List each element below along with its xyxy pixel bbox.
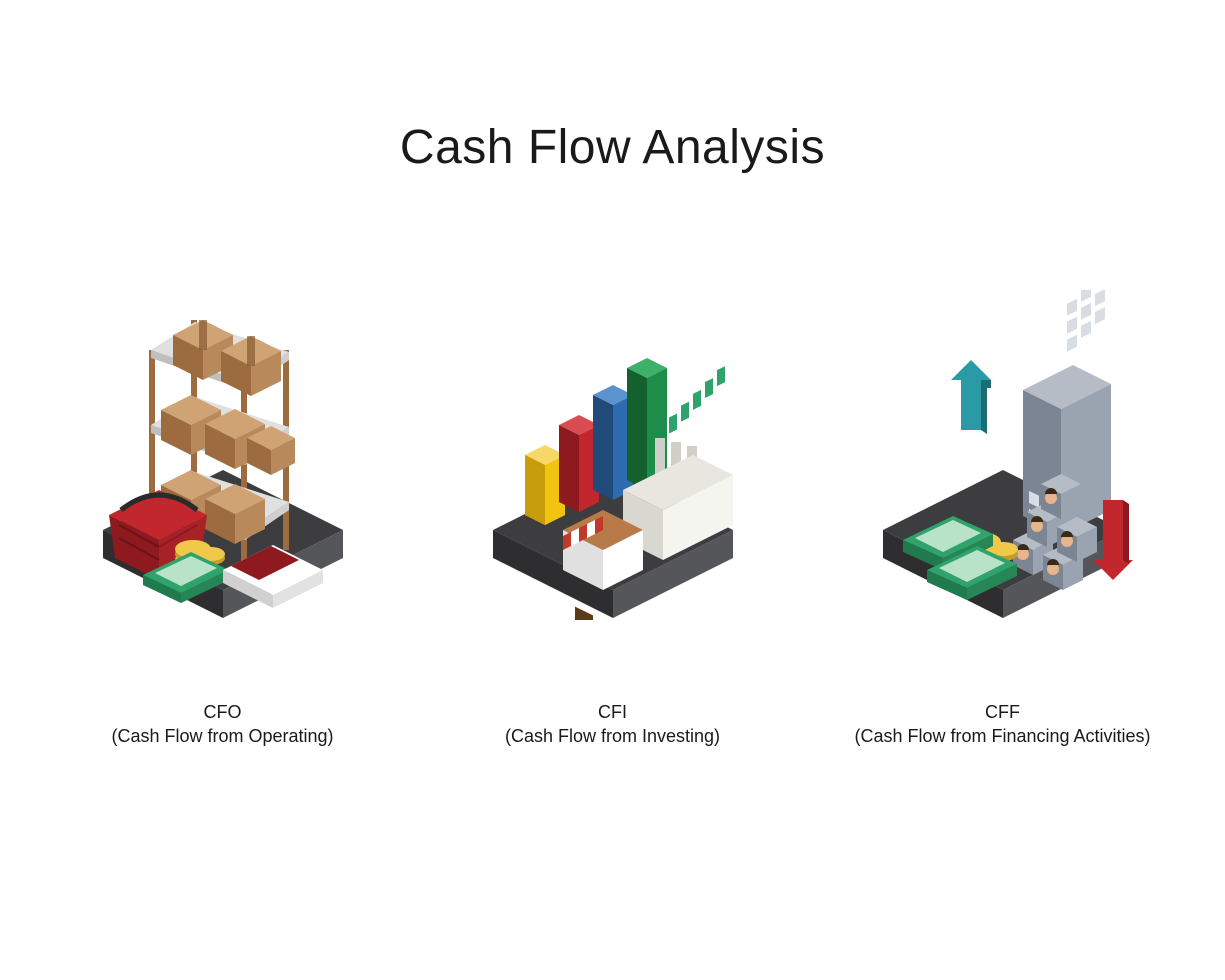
cfi-full: (Cash Flow from Investing) bbox=[505, 724, 720, 748]
cfi-abbrev: CFI bbox=[505, 700, 720, 724]
tile-cfi: CFI (Cash Flow from Investing) bbox=[463, 290, 763, 749]
cfi-caption: CFI (Cash Flow from Investing) bbox=[505, 700, 720, 749]
cff-caption: CFF (Cash Flow from Financing Activities… bbox=[854, 700, 1150, 749]
tile-cff: CFF (Cash Flow from Financing Activities… bbox=[853, 290, 1153, 749]
cff-abbrev: CFF bbox=[854, 700, 1150, 724]
cff-illustration bbox=[853, 290, 1153, 620]
arrow-up-icon bbox=[951, 360, 991, 434]
cff-full: (Cash Flow from Financing Activities) bbox=[854, 724, 1150, 748]
page-title: Cash Flow Analysis bbox=[0, 120, 1225, 175]
cfi-illustration bbox=[463, 290, 763, 620]
cfo-caption: CFO (Cash Flow from Operating) bbox=[111, 700, 333, 749]
cfo-illustration bbox=[73, 290, 373, 620]
tile-row: CFO (Cash Flow from Operating) bbox=[0, 290, 1225, 749]
cfo-full: (Cash Flow from Operating) bbox=[111, 724, 333, 748]
boxes-top-icon bbox=[173, 320, 281, 396]
tile-cfo: CFO (Cash Flow from Operating) bbox=[73, 290, 373, 749]
cfo-abbrev: CFO bbox=[111, 700, 333, 724]
boxes-mid-icon bbox=[161, 395, 295, 475]
